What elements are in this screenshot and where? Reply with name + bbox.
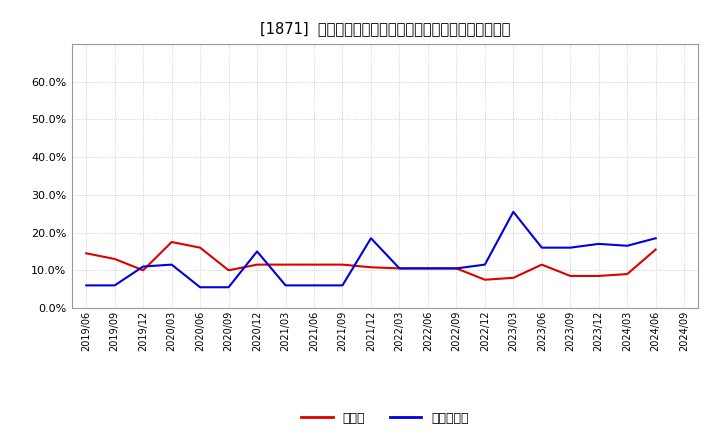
Title: [1871]  現預金、有利子負債の総資産に対する比率の推移: [1871] 現預金、有利子負債の総資産に対する比率の推移 [260,21,510,36]
Legend: 現預金, 有利子負債: 現預金, 有利子負債 [297,407,474,429]
